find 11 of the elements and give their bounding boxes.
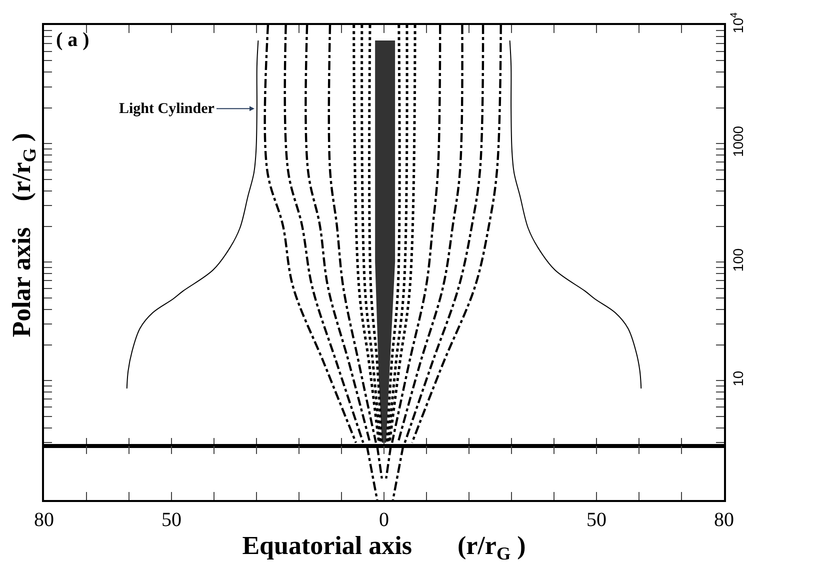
- x-tick-label: 0: [379, 509, 389, 531]
- x-tick-label: 80: [34, 509, 54, 531]
- annotation: Light Cylinder: [119, 101, 215, 117]
- annotation: ( a ): [56, 29, 90, 51]
- y-tick-label: 100: [730, 248, 746, 272]
- x-axis-title: Equatorial axis (r/r$_{G}$ ): [242, 531, 526, 564]
- y-tick-label: 1000: [730, 126, 746, 158]
- x-tick-label: 50: [586, 509, 606, 531]
- x-tick-label: 80: [714, 509, 734, 531]
- y-tick-label: 10: [730, 370, 746, 386]
- x-tick-label: 50: [162, 509, 182, 531]
